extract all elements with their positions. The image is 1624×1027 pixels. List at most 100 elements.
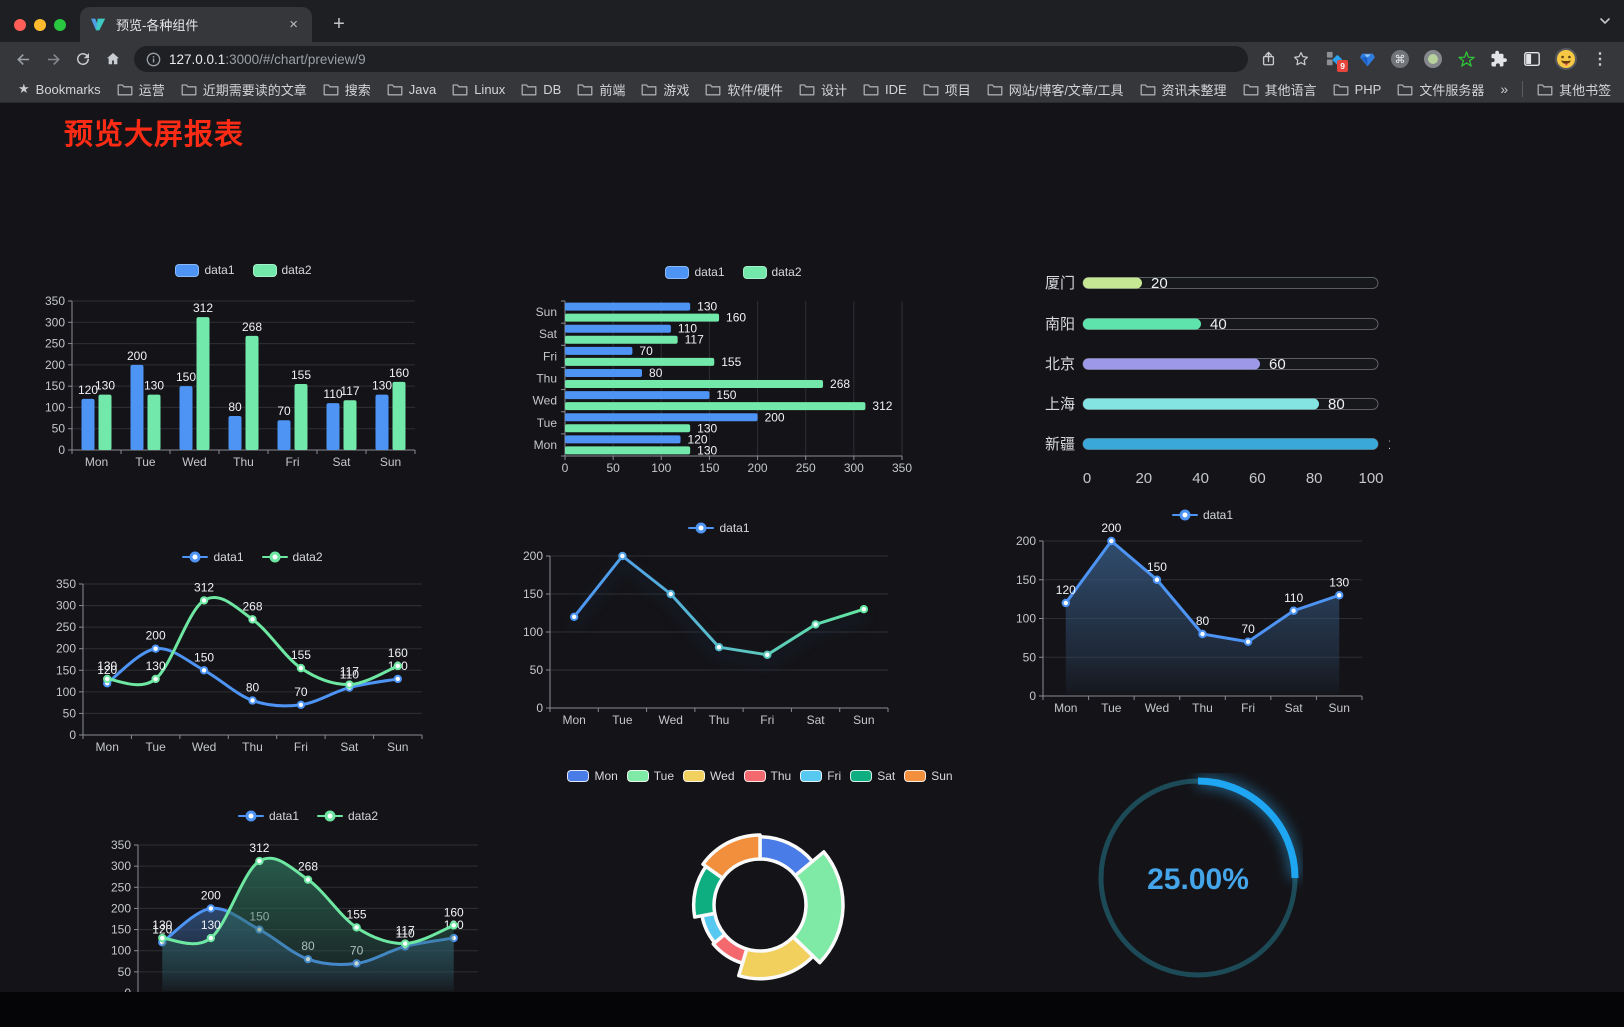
bookmarks-bar: ★ Bookmarks 运营 近期需要读的文章 搜索 Java Linux DB 前端 游戏 软… [0, 76, 1624, 103]
green-star-extension-icon[interactable] [1456, 49, 1476, 69]
page-info-icon[interactable] [146, 52, 161, 67]
svg-text:150: 150 [194, 650, 214, 664]
bar-grouped-canvas[interactable]: 0 50 100 150 200 250 300 350 Mon Tue Wed Thu Fri Sat S… [40, 253, 425, 478]
bookmark-star-icon[interactable] [1291, 49, 1311, 69]
dot-extension-icon[interactable] [1423, 49, 1443, 69]
legend-item-data2[interactable]: data2 [252, 263, 312, 277]
bookmark-folder-item[interactable]: 资讯未整理 [1132, 77, 1235, 102]
bookmark-folder-item[interactable]: 项目 [915, 77, 979, 102]
new-tab-button[interactable]: + [333, 13, 345, 35]
close-window-button[interactable] [14, 19, 26, 31]
bookmark-folder-item[interactable]: 设计 [791, 77, 855, 102]
reload-button[interactable] [68, 45, 98, 73]
area-line-chart[interactable]: data1 0 50 100 150 200 Mon Tue Wed Thu Fri Sat Sun 12… [1000, 488, 1370, 720]
legend-item-Sun[interactable]: Sun [904, 769, 953, 783]
chart-legend: data1 [1043, 508, 1362, 522]
legend-label: data2 [292, 550, 323, 564]
gem-extension-icon[interactable] [1357, 49, 1377, 69]
extension-grid-icon[interactable]: 9 [1324, 49, 1348, 72]
bookmark-folder-item[interactable]: 搜索 [315, 77, 379, 102]
legend-item-Mon[interactable]: Mon [567, 769, 618, 783]
svg-text:200: 200 [56, 642, 76, 656]
home-button[interactable] [98, 45, 128, 73]
bookmark-folder-item[interactable]: DB [513, 79, 569, 100]
svg-text:Sun: Sun [536, 305, 557, 319]
line-area-canvas[interactable]: 0 50 100 150 200 Mon Tue Wed Thu Fri Sat Sun 120 200 1… [1000, 488, 1370, 720]
bookmark-folder-item[interactable]: IDE [855, 79, 915, 100]
legend-item-data1[interactable]: data1 [175, 263, 235, 277]
browser-tab[interactable]: 预览-各种组件 × [80, 7, 312, 42]
extensions-puzzle-icon[interactable] [1489, 49, 1509, 69]
legend-item-data1[interactable]: data1 [688, 521, 750, 535]
legend-label: data2 [771, 265, 802, 279]
legend-swatch [743, 770, 766, 782]
folder-icon [452, 83, 468, 96]
bookmark-folder-item[interactable]: 前端 [569, 77, 633, 102]
gauge-canvas[interactable]: 25.00% [1093, 773, 1303, 985]
back-button[interactable] [8, 45, 38, 73]
share-icon[interactable] [1258, 49, 1278, 69]
rose-donut-chart[interactable]: Mon Tue Wed Thu Fri Sat Sun [567, 763, 953, 992]
legend-dot [1179, 509, 1191, 521]
legend-item-data1[interactable]: data1 [237, 809, 299, 823]
bookmark-folder-item[interactable]: PHP [1325, 79, 1390, 100]
legend-item-data1[interactable]: data1 [1171, 508, 1233, 522]
city-progress-chart[interactable]: 厦门 20 南阳 40 北京 60 上海 80 新疆 100 0 20 40 60 80 100 [1000, 263, 1390, 495]
svg-text:150: 150 [45, 379, 65, 393]
profile-avatar[interactable] [1555, 48, 1577, 70]
legend-swatch [175, 263, 200, 277]
dual-area-line-chart[interactable]: data1 data2050100150200250300350MonTueWed… [100, 803, 490, 992]
minimize-window-button[interactable] [34, 19, 46, 31]
bookmark-folder-item[interactable]: 软件/硬件 [697, 77, 791, 102]
browser-menu-icon[interactable]: ⋮ [1592, 51, 1608, 68]
chart-legend: Mon Tue Wed Thu Fri Sat Sun [567, 769, 953, 783]
bookmark-folder-item[interactable]: 游戏 [633, 77, 697, 102]
legend-item-data1[interactable]: data1 [182, 550, 244, 564]
grouped-bar-chart[interactable]: data1 data2 0 50 100 150 200 250 300 350 Mon Tue Wed… [40, 253, 425, 478]
line-gradient-canvas[interactable]: 0 50 100 150 200 Mon Tue Wed Thu Fri Sat Sun [505, 503, 895, 738]
bookmark-folder-item[interactable]: 近期需要读的文章 [173, 77, 315, 102]
legend-item-data2[interactable]: data2 [742, 265, 802, 279]
legend-item-Fri[interactable]: Fri [800, 769, 841, 783]
dual-line-chart[interactable]: data1 data2 0 50 100 150 200 250 300 350 Mon Tue Wed… [45, 546, 430, 761]
bookmark-folder-item[interactable]: 运营 [109, 77, 173, 102]
bookmark-folder-item[interactable]: 文件服务器 [1389, 77, 1492, 102]
svg-text:300: 300 [45, 315, 65, 329]
svg-text:160: 160 [389, 366, 409, 380]
forward-button[interactable] [38, 45, 68, 73]
gradient-line-chart[interactable]: data1 0 50 100 150 200 Mon Tue Wed Thu Fri Sat Sun [505, 503, 895, 738]
legend-item-Tue[interactable]: Tue [626, 769, 674, 783]
command-extension-icon[interactable]: ⌘ [1390, 49, 1410, 69]
legend-label: Sun [931, 769, 953, 783]
legend-item-data2[interactable]: data2 [317, 809, 378, 823]
bookmark-folder-item[interactable]: 网站/博客/文章/工具 [979, 77, 1132, 102]
svg-text:100: 100 [523, 625, 543, 639]
bookmarks-root-item[interactable]: ★ Bookmarks [10, 78, 109, 100]
bookmark-folder-item[interactable]: Java [379, 79, 444, 100]
rose-pie-canvas[interactable] [570, 763, 950, 992]
line-dual-area-canvas[interactable]: 050100150200250300350MonTueWedThuFriSatS… [100, 803, 490, 992]
svg-text:Tue: Tue [537, 416, 558, 430]
progress-bars-canvas[interactable]: 厦门 20 南阳 40 北京 60 上海 80 新疆 100 0 20 40 60 80 100 [1000, 263, 1390, 495]
zoom-window-button[interactable] [54, 19, 66, 31]
tab-close-icon[interactable]: × [289, 16, 298, 33]
legend-item-Thu[interactable]: Thu [743, 769, 791, 783]
bookmark-folder-item[interactable]: 其他语言 [1235, 77, 1325, 102]
tab-search-chevron-icon[interactable] [1598, 14, 1612, 28]
legend-item-Sat[interactable]: Sat [850, 769, 895, 783]
other-bookmarks-item[interactable]: 其他书签 [1529, 77, 1619, 102]
bookmark-folder-item[interactable]: Linux [444, 79, 513, 100]
horizontal-bar-chart[interactable]: data1 data2 0 50 100 150 200 250 300 350 Sun 130 160… [500, 253, 912, 482]
legend-item-Wed[interactable]: Wed [683, 769, 735, 783]
percentage-gauge-chart[interactable]: 25.00% [1093, 773, 1303, 985]
svg-text:110: 110 [340, 668, 359, 682]
bookmarks-overflow-chevron[interactable]: » [1500, 81, 1509, 97]
side-panel-icon[interactable] [1522, 49, 1542, 69]
bookmark-folder-label: 软件/硬件 [727, 82, 783, 98]
legend-item-data2[interactable]: data2 [261, 550, 323, 564]
line-dual-canvas[interactable]: 0 50 100 150 200 250 300 350 Mon Tue Wed Thu Fri Sat S… [45, 546, 430, 761]
svg-text:120: 120 [152, 922, 172, 936]
address-bar[interactable]: 127.0.0.1:3000/#/chart/preview/9 [134, 46, 1248, 72]
legend-item-data1[interactable]: data1 [665, 265, 725, 279]
